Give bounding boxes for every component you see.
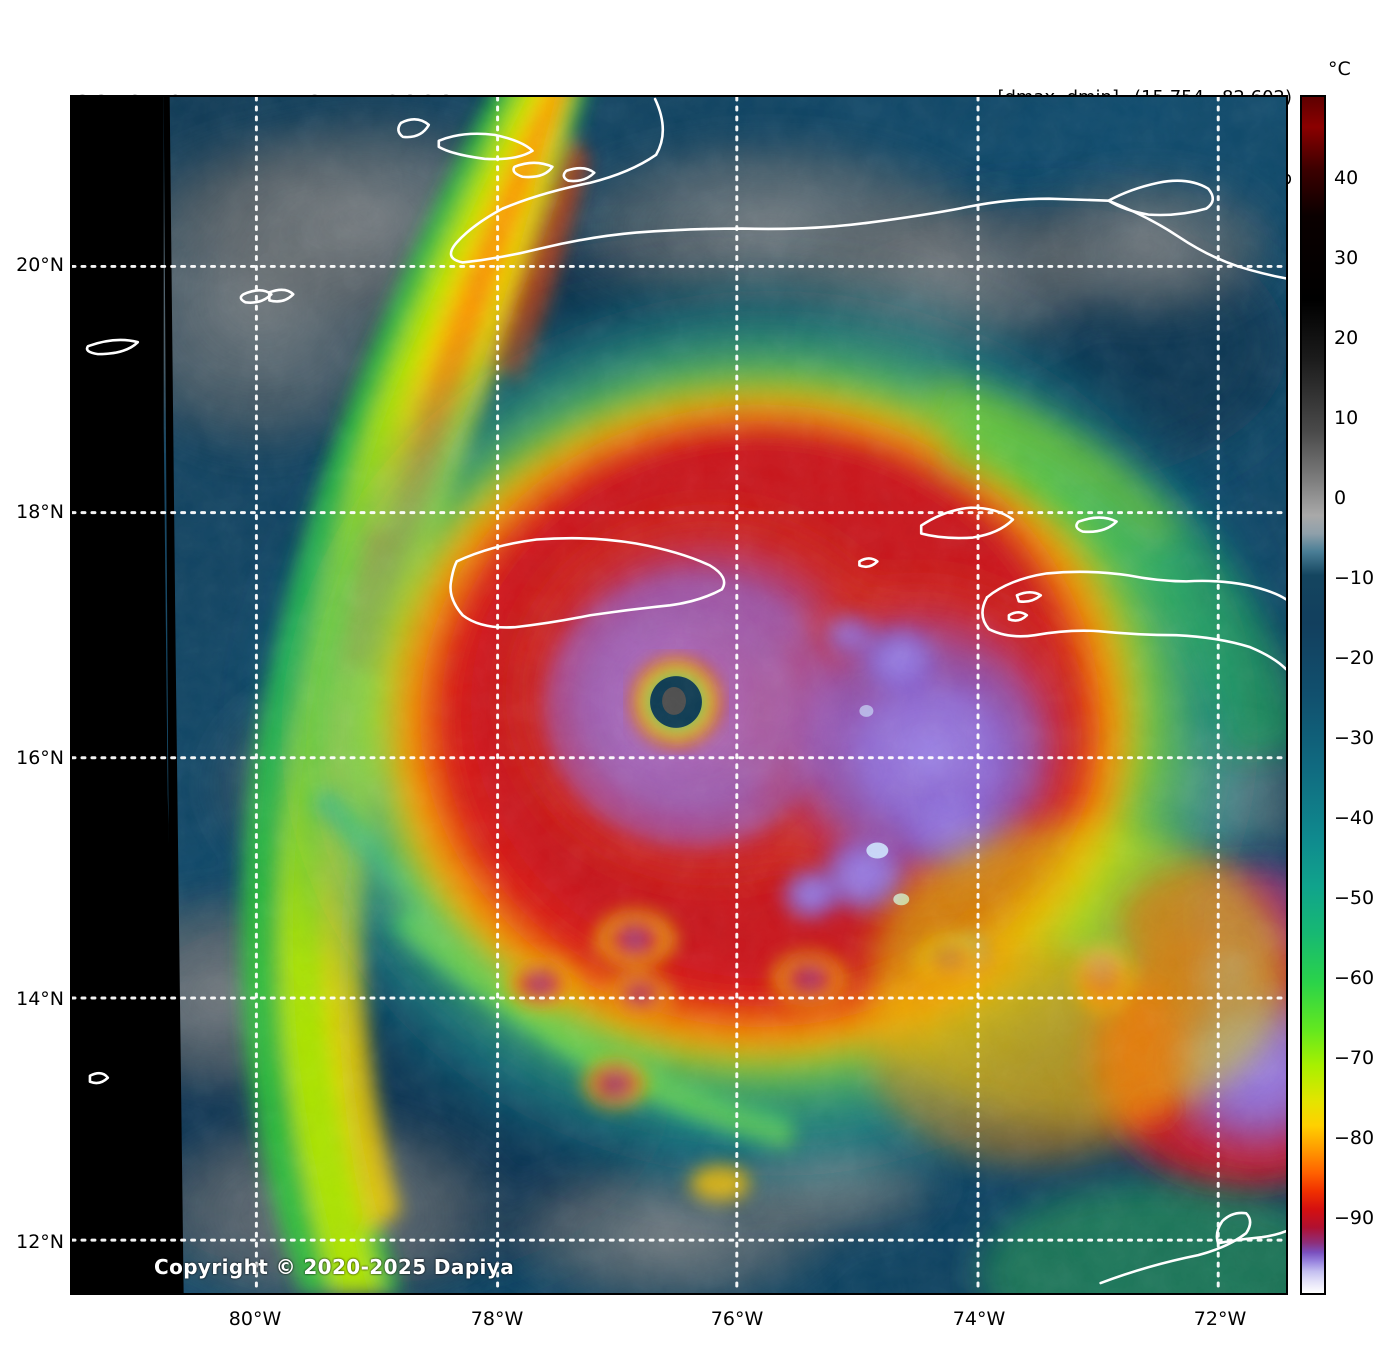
- colorbar-tick-0: 0: [1334, 487, 1347, 509]
- colorbar-unit-label: °C: [1328, 58, 1351, 80]
- colorbar-tick-m30: −30: [1334, 727, 1375, 749]
- lat-tick-14n: 14°N: [16, 988, 64, 1010]
- lon-tick-74w: 74°W: [952, 1308, 1006, 1330]
- colorbar-tick-20: 20: [1334, 327, 1359, 349]
- lon-tick-72w: 72°W: [1193, 1308, 1247, 1330]
- colorbar-tick-m80: −80: [1334, 1127, 1375, 1149]
- colorbar-tick-m60: −60: [1334, 967, 1375, 989]
- colorbar-tick-m90: −90: [1334, 1207, 1375, 1229]
- colorbar-tick-m50: −50: [1334, 887, 1375, 909]
- colorbar-tick-m70: −70: [1334, 1047, 1375, 1069]
- satellite-image-plot: Copyright © 2020-2025 Dapiya: [70, 95, 1288, 1295]
- lat-tick-16n: 16°N: [16, 747, 64, 769]
- lat-tick-12n: 12°N: [16, 1231, 64, 1253]
- lon-tick-80w: 80°W: [228, 1308, 282, 1330]
- lat-tick-18n: 18°N: [16, 501, 64, 523]
- lat-tick-20n: 20°N: [16, 254, 64, 276]
- colorbar-tick-10: 10: [1334, 407, 1359, 429]
- copyright-label: Copyright © 2020-2025 Dapiya: [154, 1255, 515, 1279]
- satellite-imagery: [72, 97, 1286, 1293]
- colorbar-tick-m20: −20: [1334, 647, 1375, 669]
- colorbar-tick-40: 40: [1334, 167, 1359, 189]
- colorbar-tick-30: 30: [1334, 247, 1359, 269]
- colorbar-gradient: [1302, 97, 1324, 1293]
- lon-tick-78w: 78°W: [470, 1308, 524, 1330]
- lon-tick-76w: 76°W: [710, 1308, 764, 1330]
- colorbar: [1300, 95, 1326, 1295]
- colorbar-tick-m40: −40: [1334, 807, 1375, 829]
- colorbar-tick-m10: −10: [1334, 567, 1375, 589]
